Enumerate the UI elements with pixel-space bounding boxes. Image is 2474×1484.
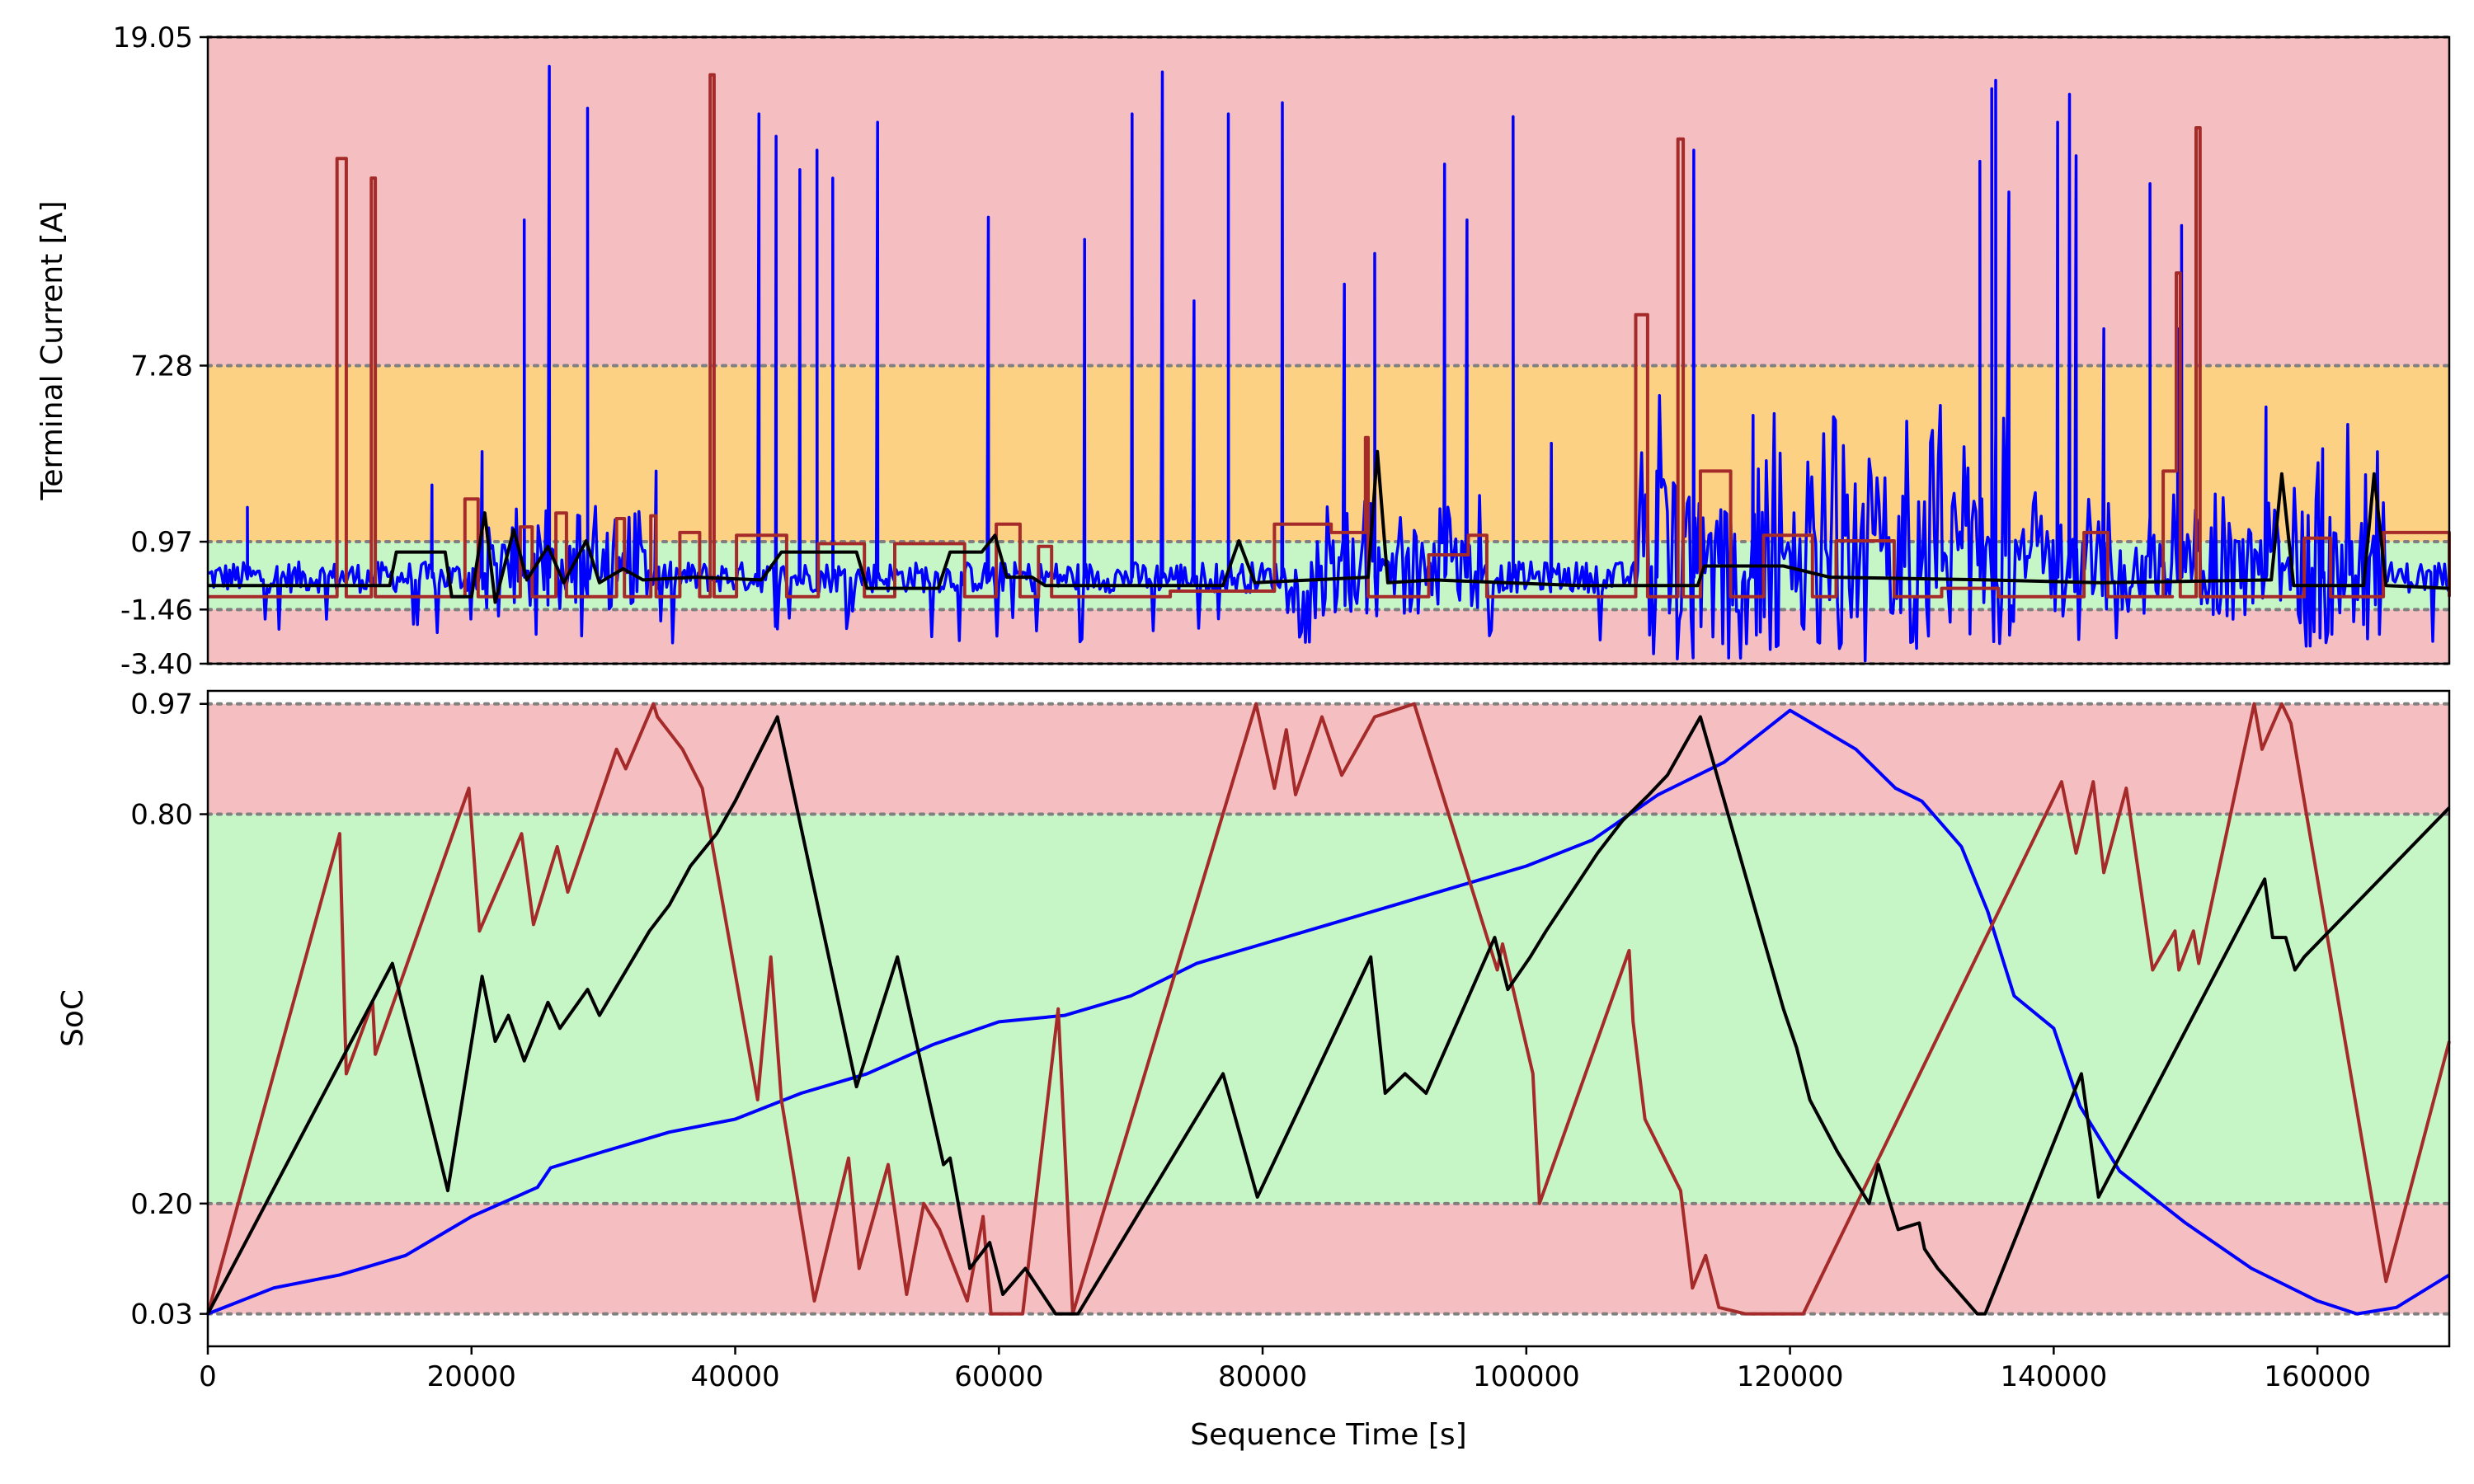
y-tick-label: 7.28 [130,350,193,383]
band-1 [208,814,2449,1204]
top-axes-current: 19.05 7.28 0.97 -1.46 -3.40 Terminal Current… [35,21,2451,681]
y-tick-label: -1.46 [120,594,193,627]
bottom-gridlines [206,702,2451,1316]
x-tick-label: 100000 [1473,1360,1580,1393]
bottom-x-ticks: 0 20000 40000 60000 80000 100000 120000 140000 1… [199,1346,2371,1393]
x-tick-label: 80000 [1218,1360,1307,1393]
bottom-axes-soc: 0.97 0.80 0.20 0.03 0 20000 40000 60000 80000 10… [56,688,2451,1452]
x-tick-label: 160000 [2264,1360,2371,1393]
x-tick-label: 40000 [690,1360,779,1393]
top-series [207,64,2451,663]
bottom-y-axis-label: SoC [56,989,90,1047]
bottom-color-bands [208,703,2449,1314]
x-tick-label: 0 [199,1360,217,1393]
bottom-series [206,702,2451,1316]
series-line-2 [208,449,2450,604]
series-line-0 [207,64,2450,663]
band-2 [208,1203,2449,1314]
x-tick-label: 140000 [2000,1360,2107,1393]
top-y-ticks: 19.05 7.28 0.97 -1.46 -3.40 [113,21,208,681]
series-line-2 [206,715,2451,1316]
y-tick-label: 19.05 [113,21,193,54]
band-0 [208,703,2449,815]
y-tick-label: 0.97 [130,526,193,559]
band-0 [208,37,2449,366]
y-tick-label: 0.97 [130,688,193,721]
top-axes-frame [206,35,2451,665]
x-tick-label: 20000 [427,1360,516,1393]
bottom-axes-frame [206,689,2451,1348]
y-tick-label: 0.03 [130,1298,193,1331]
series-line-1 [208,73,2451,599]
band-3 [208,609,2449,664]
y-tick-label: 0.80 [130,799,193,832]
y-tick-label: 0.20 [130,1188,193,1221]
x-tick-label: 60000 [954,1360,1043,1393]
x-tick-label: 120000 [1737,1360,1844,1393]
y-tick-label: -3.40 [120,648,193,681]
series-line-0 [207,708,2451,1316]
series-line-1 [206,702,2451,1316]
x-axis-label: Sequence Time [s] [1190,1418,1466,1452]
bottom-y-ticks: 0.97 0.80 0.20 0.03 [130,688,208,1331]
top-y-axis-label: Terminal Current [A] [35,201,69,501]
